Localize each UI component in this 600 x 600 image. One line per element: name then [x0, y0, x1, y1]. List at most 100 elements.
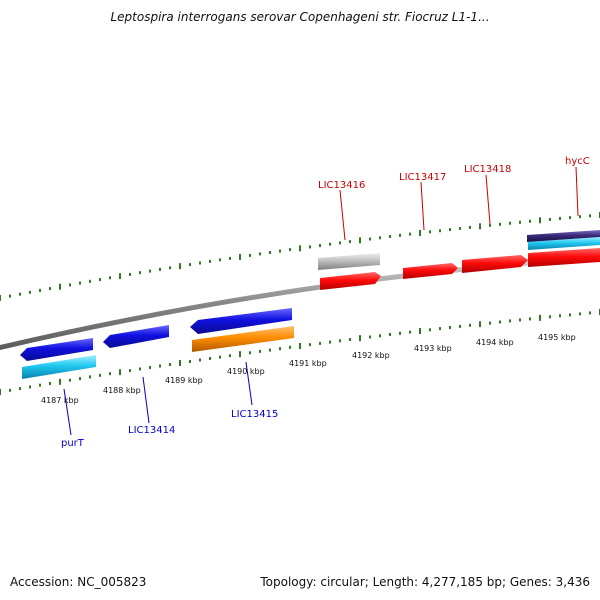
minor-tick	[289, 345, 291, 349]
gene-label-lines	[63, 166, 579, 436]
minor-tick	[389, 235, 391, 238]
minor-tick	[579, 215, 581, 219]
minor-tick	[509, 319, 511, 323]
minor-tick	[29, 385, 31, 389]
major-tick	[359, 237, 361, 244]
gene-feature-cyan-top	[528, 237, 600, 250]
gene-feature-lic13417	[403, 263, 458, 279]
minor-tick	[169, 363, 171, 366]
minor-tick	[149, 366, 151, 369]
minor-tick	[199, 358, 201, 362]
minor-tick	[379, 334, 381, 338]
gene-feature-cyan-bottom	[22, 355, 96, 379]
gene-feature-lic13418	[462, 255, 528, 273]
minor-tick	[159, 364, 161, 368]
minor-tick	[429, 328, 431, 332]
forward-cds-features	[318, 230, 600, 290]
minor-tick	[319, 244, 321, 247]
minor-tick	[189, 360, 191, 363]
minor-tick	[529, 219, 531, 223]
minor-tick	[139, 271, 141, 275]
minor-tick	[369, 237, 371, 241]
minor-tick	[279, 249, 281, 253]
minor-tick	[219, 258, 221, 262]
minor-tick	[469, 323, 471, 327]
major-tick	[419, 230, 421, 236]
minor-tick	[19, 387, 21, 391]
minor-tick	[489, 223, 491, 227]
minor-tick	[269, 348, 271, 352]
minor-tick	[329, 242, 331, 246]
minor-tick	[259, 252, 261, 256]
minor-tick	[339, 339, 341, 343]
kbp-label: 4189 kbp	[165, 376, 203, 385]
genome-stats-text: Topology: circular; Length: 4,277,185 bp…	[260, 575, 590, 589]
minor-tick	[489, 321, 491, 325]
minor-tick	[39, 383, 41, 387]
minor-tick	[259, 349, 261, 353]
minor-tick	[569, 216, 571, 220]
gene-label-hycc: hycC	[565, 156, 590, 167]
gene-label-lic13416: LIC13416	[318, 180, 365, 191]
kbp-label: 4194 kbp	[476, 338, 514, 347]
minor-tick	[589, 311, 591, 315]
minor-tick	[409, 232, 411, 236]
minor-tick	[269, 251, 271, 254]
minor-tick	[319, 341, 321, 345]
minor-tick	[99, 278, 101, 282]
minor-tick	[559, 314, 561, 318]
minor-tick	[9, 388, 11, 392]
major-tick	[59, 283, 61, 290]
minor-tick	[69, 378, 71, 382]
accession-text: Accession: NC_005823	[10, 575, 147, 589]
minor-tick	[19, 292, 21, 296]
minor-tick	[109, 276, 111, 280]
minor-tick	[199, 261, 201, 265]
gene-feature-gray	[318, 253, 380, 270]
gene-feature-purple-top	[527, 230, 600, 242]
minor-tick	[459, 324, 461, 328]
minor-tick	[279, 347, 281, 351]
genome-title: Leptospira interrogans serovar Copenhage…	[110, 10, 490, 24]
minor-tick	[309, 245, 311, 249]
major-tick	[119, 369, 121, 376]
minor-tick	[249, 351, 251, 355]
minor-tick	[9, 294, 11, 298]
gene-label-lic13414: LIC13414	[128, 425, 175, 436]
minor-tick	[79, 281, 81, 285]
minor-tick	[129, 272, 131, 276]
minor-tick	[459, 227, 461, 230]
minor-tick	[409, 330, 411, 334]
genome-backbone	[0, 255, 600, 350]
gene-feature-orange	[192, 326, 294, 352]
minor-tick	[369, 335, 371, 339]
minor-tick	[579, 312, 581, 316]
minor-tick	[89, 375, 91, 379]
kbp-scale-labels: 4187 kbp 4188 kbp 4189 kbp 4190 kbp 4191…	[41, 333, 576, 405]
major-tick	[539, 314, 541, 321]
gene-feature-lic13415	[190, 308, 292, 334]
minor-tick	[569, 313, 571, 317]
reverse-cds-features	[20, 308, 294, 379]
minor-tick	[109, 372, 111, 376]
gene-feature-hycc	[528, 248, 600, 267]
major-tick	[119, 273, 121, 280]
kbp-label: 4195 kbp	[538, 333, 576, 342]
minor-tick	[399, 331, 401, 335]
gene-feature-purt	[20, 338, 93, 361]
minor-tick	[399, 233, 401, 237]
minor-tick	[519, 220, 521, 224]
minor-tick	[39, 288, 41, 292]
minor-tick	[139, 367, 141, 371]
major-tick	[479, 223, 481, 230]
minor-tick	[129, 369, 131, 373]
minor-tick	[519, 318, 521, 322]
major-tick	[239, 253, 241, 260]
minor-tick	[209, 259, 211, 263]
minor-tick	[29, 290, 31, 294]
minor-tick	[379, 236, 381, 240]
kbp-label: 4190 kbp	[227, 367, 265, 376]
minor-tick	[349, 240, 351, 244]
major-tick	[0, 295, 1, 301]
